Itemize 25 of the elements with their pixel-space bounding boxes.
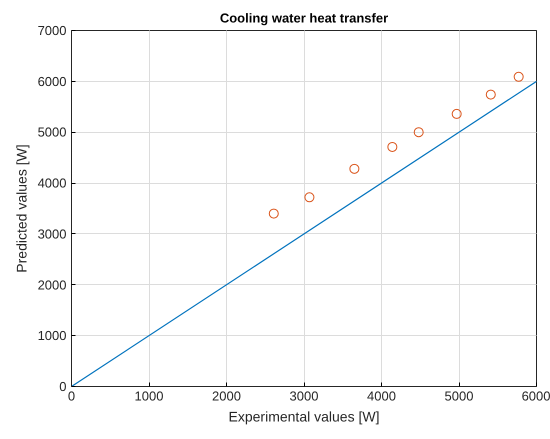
point [304, 192, 314, 202]
point [268, 208, 279, 219]
x-tick-label: 1000 [134, 388, 164, 404]
x-tick-label: 5000 [444, 388, 474, 404]
x-tick-label: 2000 [212, 388, 241, 404]
point [452, 108, 462, 119]
x-tick-label: 4000 [367, 388, 396, 404]
point [349, 164, 360, 174]
x-tick-label: 3000 [290, 388, 318, 404]
chart-title: Cooling water heat transfer [220, 10, 388, 26]
y-tick-label: 6000 [38, 74, 66, 89]
x-tick-label: 6000 [522, 388, 550, 404]
point [414, 127, 424, 138]
y-tick-label: 1000 [38, 328, 66, 344]
y-axis-title: Predicted values [W] [14, 144, 30, 273]
y-tick-label: 3000 [38, 226, 66, 242]
y-tick-label: 5000 [38, 124, 66, 140]
point [486, 90, 496, 100]
point [514, 72, 524, 82]
point [387, 142, 398, 152]
y-tick-label: 2000 [38, 277, 66, 292]
y-tick-label: 0 [59, 379, 67, 394]
x-axis-title: Experimental values [W] [228, 408, 380, 424]
y-tick-label: 4000 [38, 176, 66, 191]
y-tick-label: 7000 [38, 23, 66, 38]
